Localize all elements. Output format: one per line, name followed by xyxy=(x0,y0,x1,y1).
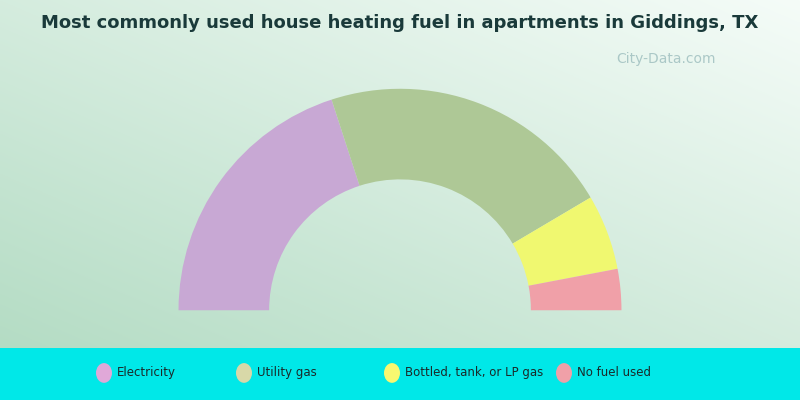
Ellipse shape xyxy=(96,363,112,383)
Ellipse shape xyxy=(384,363,400,383)
Wedge shape xyxy=(331,89,590,244)
Text: Most commonly used house heating fuel in apartments in Giddings, TX: Most commonly used house heating fuel in… xyxy=(42,14,758,32)
Wedge shape xyxy=(513,198,618,286)
Ellipse shape xyxy=(556,363,572,383)
Text: No fuel used: No fuel used xyxy=(577,366,651,380)
Wedge shape xyxy=(529,269,622,310)
Text: City-Data.com: City-Data.com xyxy=(616,52,715,66)
Text: Electricity: Electricity xyxy=(117,366,176,380)
Ellipse shape xyxy=(236,363,252,383)
Wedge shape xyxy=(178,100,359,310)
Text: Utility gas: Utility gas xyxy=(257,366,317,380)
Text: Bottled, tank, or LP gas: Bottled, tank, or LP gas xyxy=(405,366,543,380)
